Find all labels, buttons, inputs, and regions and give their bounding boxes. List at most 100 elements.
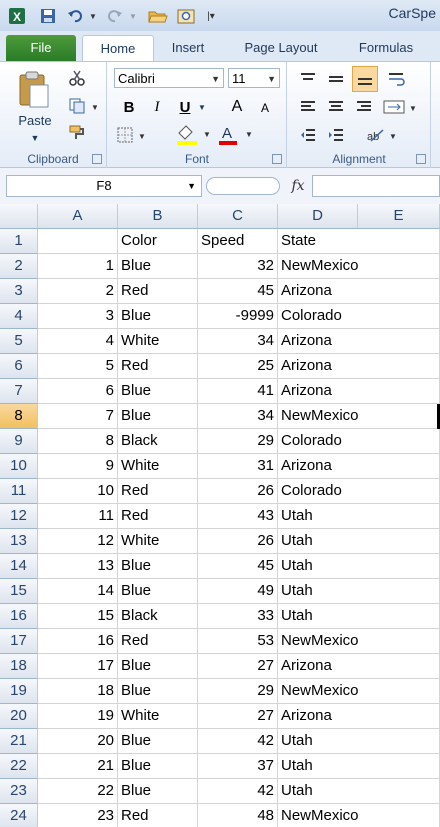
row-header[interactable]: 23 [0, 779, 38, 804]
row-header[interactable]: 3 [0, 279, 38, 304]
increase-indent-icon[interactable] [324, 124, 348, 146]
cell-c[interactable]: 42 [198, 729, 278, 754]
row-header[interactable]: 7 [0, 379, 38, 404]
cell-d[interactable]: Utah [278, 554, 358, 579]
cell-a[interactable]: 9 [38, 454, 118, 479]
alignment-launcher-icon[interactable] [416, 154, 426, 164]
cell-b[interactable]: Blue [118, 404, 198, 429]
cell-a[interactable]: 6 [38, 379, 118, 404]
cell-d[interactable]: Arizona [278, 279, 358, 304]
row-header[interactable]: 16 [0, 604, 38, 629]
cell-d[interactable]: Arizona [278, 329, 358, 354]
grow-font-button[interactable]: A [231, 98, 243, 115]
paste-icon[interactable] [14, 68, 54, 110]
cell-e[interactable] [358, 354, 440, 379]
cell-c[interactable]: 41 [198, 379, 278, 404]
name-box[interactable]: F8 ▼ [6, 175, 202, 197]
cell-c[interactable]: 42 [198, 779, 278, 804]
row-header[interactable]: 17 [0, 629, 38, 654]
cell-e[interactable] [358, 779, 440, 804]
print-preview-icon[interactable] [174, 6, 198, 26]
row-header[interactable]: 5 [0, 329, 38, 354]
cell-a[interactable]: 21 [38, 754, 118, 779]
cell-e[interactable] [358, 404, 440, 429]
align-center-icon[interactable] [324, 96, 348, 118]
cell-d[interactable]: Arizona [278, 379, 358, 404]
select-all-corner[interactable] [0, 204, 38, 229]
row-header[interactable]: 6 [0, 354, 38, 379]
bold-button[interactable]: B [123, 98, 135, 116]
cell-b[interactable]: Blue [118, 554, 198, 579]
tab-home[interactable]: Home [82, 35, 154, 62]
cell-c[interactable]: 33 [198, 604, 278, 629]
cell-b[interactable]: Blue [118, 779, 198, 804]
column-header-c[interactable]: C [198, 204, 278, 229]
align-bottom-icon[interactable] [352, 66, 378, 92]
cell-e[interactable] [358, 554, 440, 579]
cell-a[interactable]: 19 [38, 704, 118, 729]
customize-icon[interactable]: |▾ [207, 10, 215, 22]
cell-c[interactable]: 37 [198, 754, 278, 779]
font-size-select[interactable]: 11 ▼ [228, 68, 280, 88]
italic-button[interactable]: I [154, 98, 160, 115]
tab-insert[interactable]: Insert [171, 40, 205, 55]
redo-icon[interactable] [104, 6, 126, 26]
cell-d[interactable]: Colorado [278, 429, 358, 454]
cell-c[interactable]: 31 [198, 454, 278, 479]
cell-b[interactable]: Blue [118, 729, 198, 754]
cell-a[interactable]: 4 [38, 329, 118, 354]
row-header[interactable]: 20 [0, 704, 38, 729]
align-left-icon[interactable] [296, 96, 320, 118]
merge-center-icon[interactable]: ▼ [382, 96, 418, 118]
cell-d[interactable]: Utah [278, 529, 358, 554]
cell-b[interactable]: White [118, 529, 198, 554]
cell-b[interactable]: Red [118, 504, 198, 529]
cell-e[interactable] [358, 579, 440, 604]
cell-e[interactable] [358, 729, 440, 754]
cell-b[interactable]: Black [118, 604, 198, 629]
cell-c[interactable]: 45 [198, 554, 278, 579]
cell-c[interactable]: 34 [198, 329, 278, 354]
cell-a[interactable]: 14 [38, 579, 118, 604]
row-header[interactable]: 10 [0, 454, 38, 479]
formula-input[interactable] [312, 175, 440, 197]
cell-c[interactable]: 34 [198, 404, 278, 429]
row-header[interactable]: 11 [0, 479, 38, 504]
cell-a[interactable]: 16 [38, 629, 118, 654]
cell-c[interactable]: 27 [198, 704, 278, 729]
cell-d[interactable]: Arizona [278, 354, 358, 379]
copy-icon[interactable]: ▼ [66, 96, 100, 116]
cell-b[interactable]: Blue [118, 304, 198, 329]
cell-d[interactable]: NewMexico [278, 254, 359, 279]
cell-e[interactable] [358, 704, 440, 729]
cell-a[interactable]: 12 [38, 529, 118, 554]
cell-e[interactable] [358, 754, 440, 779]
underline-dropdown-icon[interactable]: ▼ [198, 102, 206, 112]
row-header[interactable]: 19 [0, 679, 38, 704]
cell-b[interactable]: Blue [118, 579, 198, 604]
cell-a[interactable]: 3 [38, 304, 118, 329]
cell-d[interactable]: Utah [278, 729, 358, 754]
cell-a[interactable]: 17 [38, 654, 118, 679]
cell-e[interactable] [358, 229, 440, 254]
undo-dropdown-icon[interactable]: ▼ [89, 11, 97, 21]
cell-a[interactable]: 1 [38, 254, 118, 279]
excel-icon[interactable]: X [6, 6, 28, 26]
cell-a[interactable]: 7 [38, 404, 118, 429]
cell-d[interactable]: Arizona [278, 704, 358, 729]
cell-e[interactable] [358, 379, 440, 404]
cell-d[interactable]: NewMexico [278, 804, 359, 827]
row-header[interactable]: 13 [0, 529, 38, 554]
column-header-a[interactable]: A [38, 204, 118, 229]
cell-c[interactable]: 26 [198, 479, 278, 504]
shrink-font-button[interactable]: A [260, 101, 269, 115]
cell-e[interactable] [358, 529, 440, 554]
cell-a[interactable]: 13 [38, 554, 118, 579]
tab-file[interactable]: File [6, 35, 76, 61]
align-right-icon[interactable] [352, 96, 376, 118]
formula-bar-splitter[interactable] [206, 177, 280, 195]
cell-e[interactable] [358, 329, 440, 354]
align-middle-icon[interactable] [324, 68, 348, 90]
wrap-text-icon[interactable] [384, 68, 412, 90]
column-header-e[interactable]: E [358, 204, 440, 229]
